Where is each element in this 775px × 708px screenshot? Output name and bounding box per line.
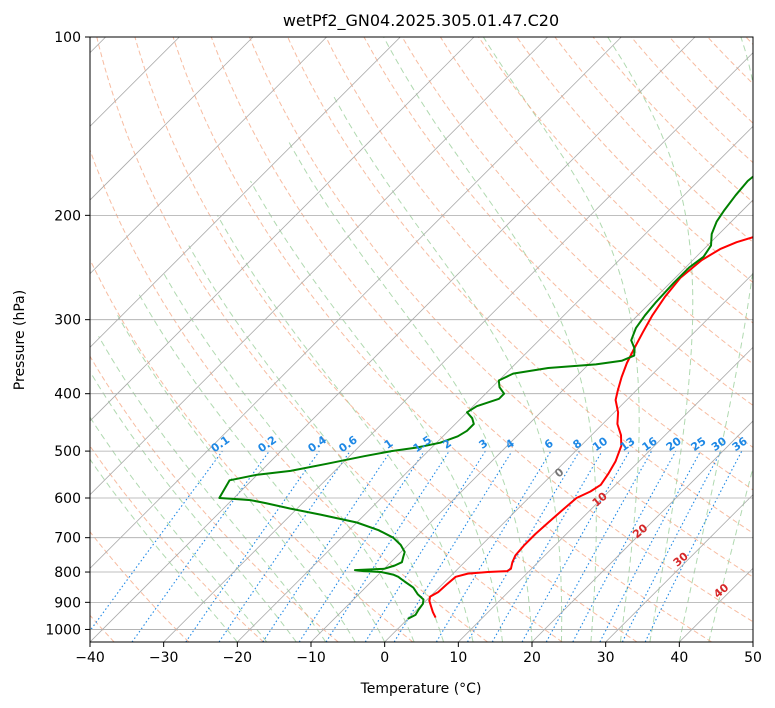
temperature-profile-line xyxy=(428,236,753,619)
isotherm-line xyxy=(90,37,401,348)
isotherm-line xyxy=(310,199,753,642)
x-tick-label: 50 xyxy=(744,650,762,666)
plot-area: 0.10.20.40.611.52346810131620253036-100-… xyxy=(90,37,753,642)
dry-adiabat-line xyxy=(478,37,753,324)
moist-adiabat-line xyxy=(708,466,753,642)
dry-adiabat-line xyxy=(90,355,339,642)
y-tick-label: 800 xyxy=(54,565,81,581)
dry-adiabat-line xyxy=(592,37,753,204)
plot-frame xyxy=(89,36,754,643)
y-tick-label: 400 xyxy=(54,387,81,403)
moist-adiabat-line xyxy=(332,94,563,642)
plot-background xyxy=(90,37,753,642)
mixing-ratio-line xyxy=(491,450,603,642)
isotherm-line xyxy=(90,37,254,201)
isotherm-line xyxy=(90,37,475,422)
x-axis-title: Temperature (°C) xyxy=(360,681,482,697)
profile-series xyxy=(218,175,753,620)
y-tick-label: 500 xyxy=(54,444,81,460)
x-tick-label: 30 xyxy=(597,650,615,666)
moist-adiabat-line xyxy=(188,245,445,642)
x-tick-label: −10 xyxy=(296,650,326,666)
dry-adiabat-line xyxy=(287,37,753,534)
y-tick-label: 1000 xyxy=(45,622,81,638)
dry-adiabat-line xyxy=(401,37,753,407)
y-axis-title: Pressure (hPa) xyxy=(12,290,28,390)
moist-adiabat-line xyxy=(482,37,640,642)
isotherm-line xyxy=(90,37,696,642)
dry-adiabat-line xyxy=(516,37,753,284)
x-tick-label: 0 xyxy=(380,650,389,666)
mixing-ratio-line xyxy=(185,450,320,642)
x-tick-label: −20 xyxy=(223,650,253,666)
dry-adiabats xyxy=(90,37,753,642)
dry-adiabat-line xyxy=(325,37,753,491)
isotherm-line xyxy=(531,420,753,642)
isotherm-line xyxy=(237,125,753,642)
mixing-ratio-line xyxy=(521,450,630,642)
dry-adiabat-line xyxy=(210,37,753,623)
dry-adiabat-line xyxy=(172,37,712,642)
dry-adiabat-line xyxy=(134,37,638,642)
isotherm-line xyxy=(163,52,753,642)
moist-adiabat-line xyxy=(607,37,694,642)
mixing-ratio-line xyxy=(435,450,552,642)
mixing-ratio-line xyxy=(90,450,223,632)
isotherm-line xyxy=(384,273,753,642)
isotherm-line xyxy=(458,346,753,642)
dry-adiabat-line xyxy=(96,37,563,642)
dry-adiabat-line xyxy=(363,37,753,448)
y-tick-label: 200 xyxy=(54,208,81,224)
dewpoint-profile-line xyxy=(218,175,753,620)
mixing-ratio-line xyxy=(467,450,580,642)
moist-adiabat-line xyxy=(250,180,503,642)
moist-adiabat-line xyxy=(678,37,753,642)
x-tick-label: 40 xyxy=(670,650,688,666)
moist-adiabat-line xyxy=(98,336,327,642)
y-tick-label: 700 xyxy=(54,531,81,547)
x-tick-label: 10 xyxy=(449,650,467,666)
y-tick-label: 900 xyxy=(54,595,81,611)
y-tick-label: 300 xyxy=(54,313,81,329)
moist-adiabat-line xyxy=(90,370,297,642)
x-tick-label: −30 xyxy=(149,650,179,666)
x-axis: −40 −30 −20 −10 0 10 20 30 40 50 xyxy=(75,642,762,666)
isotherm-line xyxy=(90,37,327,275)
mixing-ratio-line xyxy=(131,450,270,642)
x-tick-label: −40 xyxy=(75,650,105,666)
isotherms xyxy=(90,37,753,642)
mixing-ratio-line xyxy=(393,450,513,642)
mixing-ratio-line xyxy=(218,450,351,642)
isotherm-line xyxy=(90,37,548,496)
y-axis: 100 200 300 400 500 600 700 800 900 1000 xyxy=(45,30,90,638)
moist-adiabat-line xyxy=(217,215,474,642)
chart-title: wetPf2_GN04.2025.305.01.47.C20 xyxy=(283,11,559,31)
moist-adiabat-line xyxy=(90,416,268,642)
dry-adiabat-line xyxy=(90,530,190,642)
x-tick-label: 20 xyxy=(523,650,541,666)
y-tick-label: 100 xyxy=(54,30,81,46)
moist-adiabat-line xyxy=(117,315,356,642)
dry-adiabat-line xyxy=(90,258,414,642)
mixing-ratio-lines xyxy=(90,450,743,642)
isotherm-line xyxy=(605,494,753,642)
isotherm-line xyxy=(90,37,622,569)
y-tick-label: 600 xyxy=(54,491,81,507)
mixing-ratio-line xyxy=(325,450,450,642)
mixing-ratio-line xyxy=(364,450,486,642)
moist-adiabat-line xyxy=(137,292,386,642)
dry-adiabat-line xyxy=(90,148,488,642)
mixing-ratio-line xyxy=(572,450,677,642)
